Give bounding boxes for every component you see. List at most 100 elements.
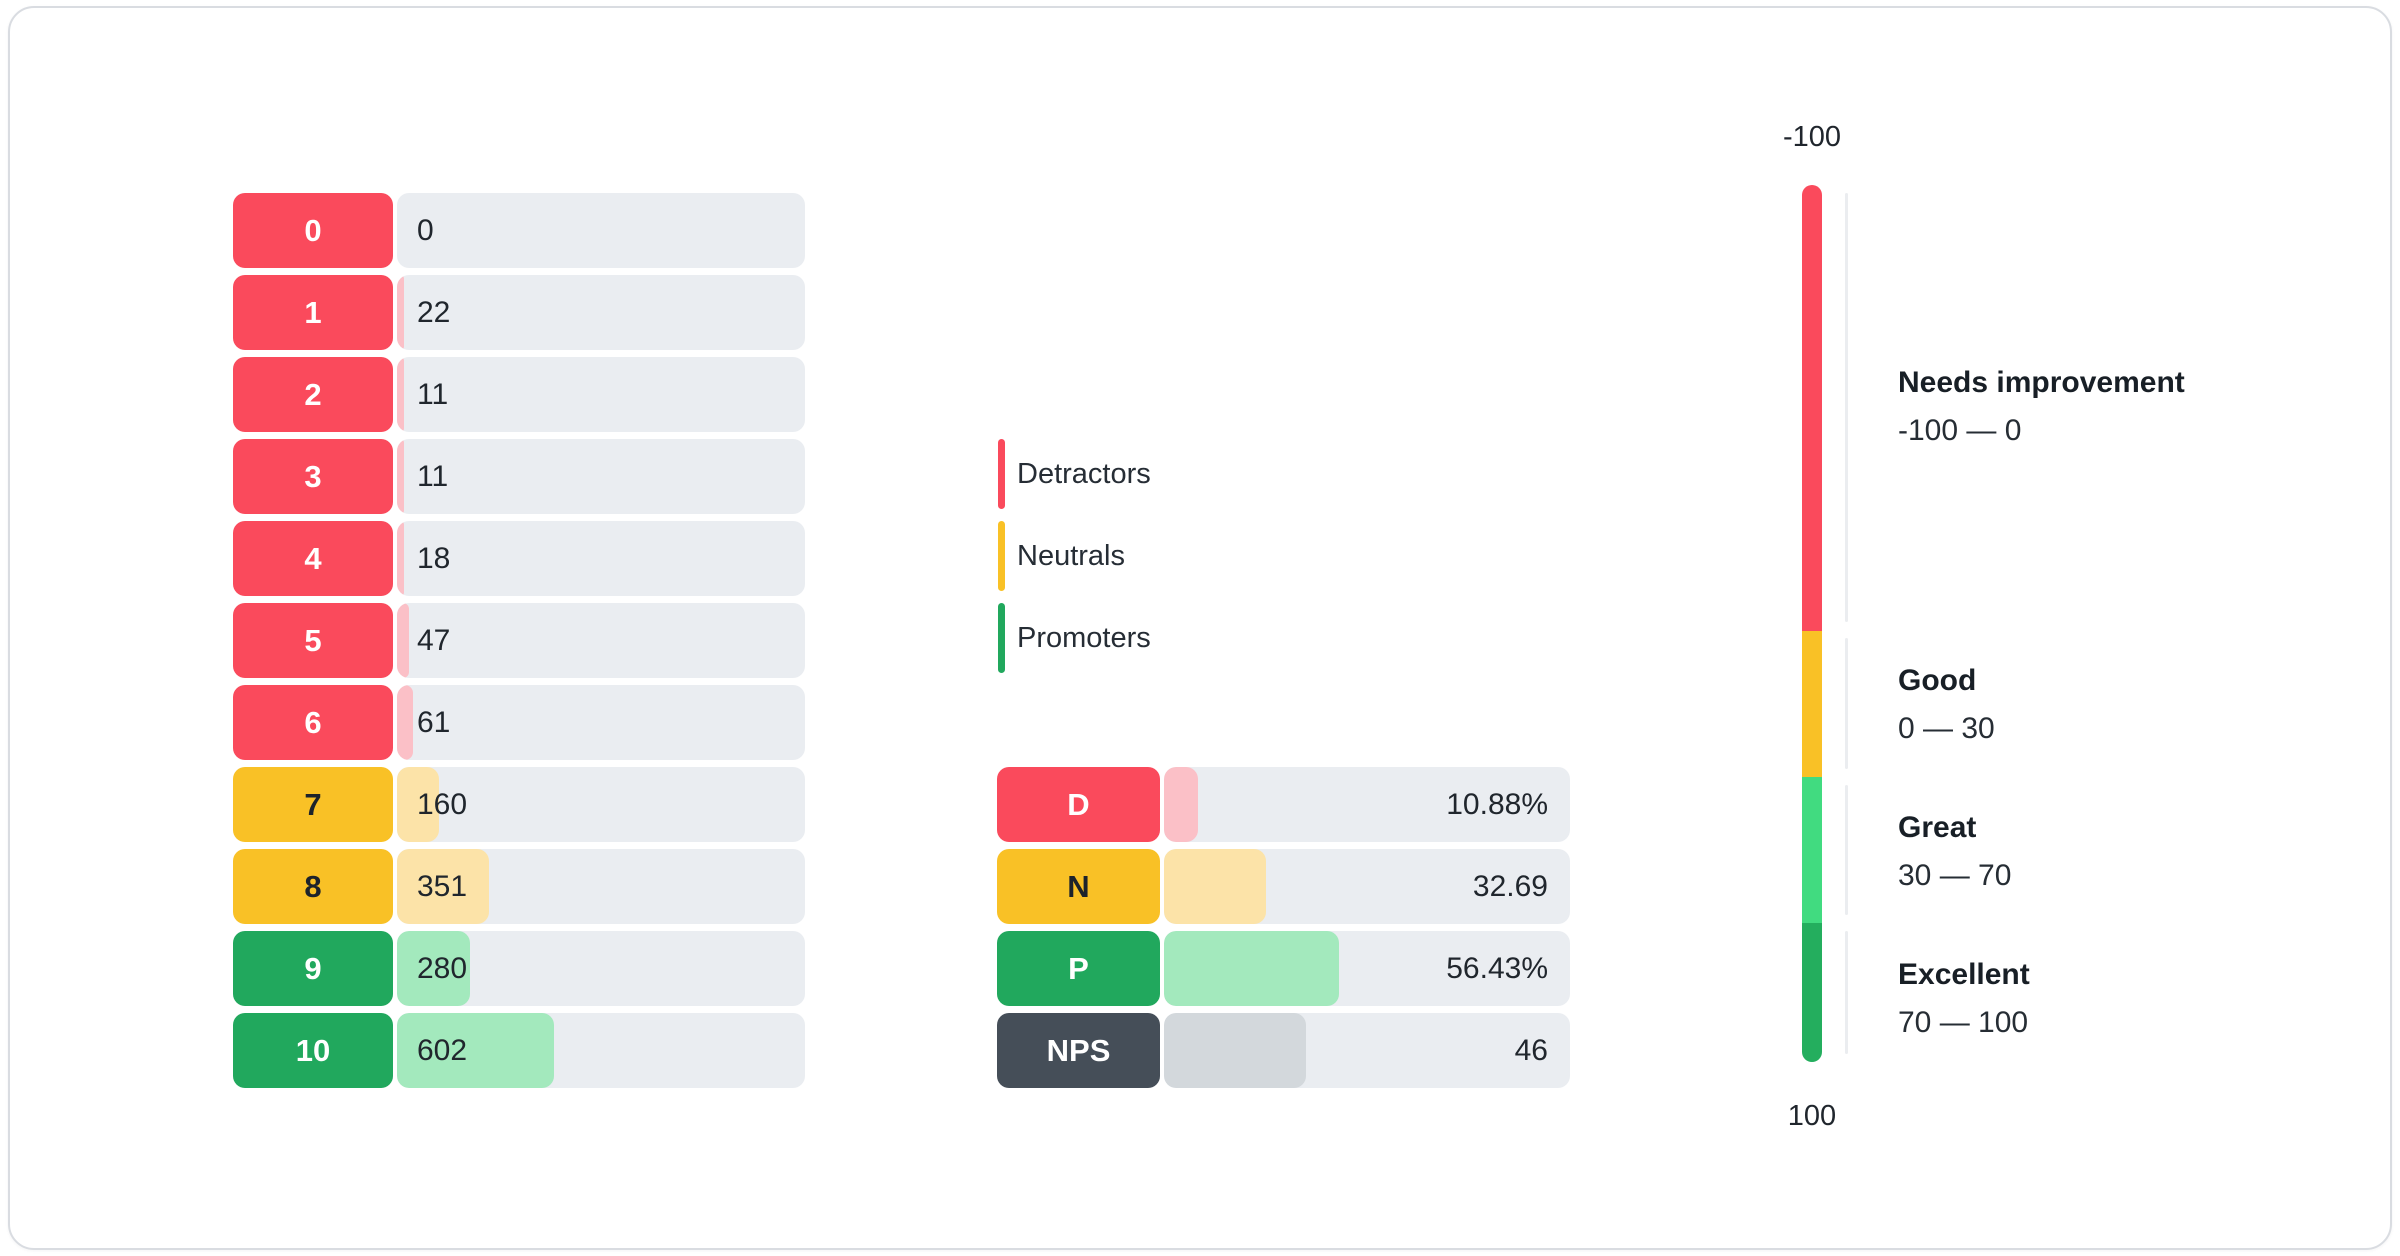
gauge-tick-line xyxy=(1845,193,1848,622)
score-bar-fill xyxy=(397,439,404,514)
score-label-3: 3 xyxy=(233,439,393,514)
score-row-2: 2 11 xyxy=(233,357,805,432)
gauge-band-name: Needs improvement xyxy=(1898,366,2185,399)
gauge-band-good: Good 0 — 30 xyxy=(1898,657,2328,753)
score-bar-fill xyxy=(397,357,404,432)
gauge-segment-good xyxy=(1802,630,1822,777)
gauge-band-name: Excellent xyxy=(1898,958,2030,991)
score-label-5: 5 xyxy=(233,603,393,678)
score-row-9: 9 280 xyxy=(233,931,805,1006)
gauge-band-range: 70 — 100 xyxy=(1898,1006,2029,1039)
score-label-0: 0 xyxy=(233,193,393,268)
score-count-1: 22 xyxy=(417,296,451,329)
legend-label: Neutrals xyxy=(1017,540,1125,572)
score-bar-track: 160 xyxy=(397,767,805,842)
summary-bar-fill xyxy=(1164,849,1266,924)
score-label-8: 8 xyxy=(233,849,393,924)
score-count-3: 11 xyxy=(417,460,449,493)
summary-label-d: D xyxy=(997,767,1160,842)
summary-bar-fill xyxy=(1164,1013,1307,1088)
detractors-swatch-icon xyxy=(998,439,1005,509)
summary-row-promoters: P 56.43% xyxy=(997,931,1570,1006)
score-row-7: 7 160 xyxy=(233,767,805,842)
score-row-1: 1 22 xyxy=(233,275,805,350)
gauge-tick-line xyxy=(1845,638,1848,769)
summary-row-neutrals: N 32.69 xyxy=(997,849,1570,924)
score-bar-fill xyxy=(397,603,410,678)
gauge-band-range: 0 — 30 xyxy=(1898,712,1995,745)
score-bar-fill xyxy=(397,849,489,924)
summary-bar-track: 46 xyxy=(1164,1013,1570,1088)
score-label-1: 1 xyxy=(233,275,393,350)
gauge-band-great: Great 30 — 70 xyxy=(1898,804,2328,900)
score-bar-track: 11 xyxy=(397,357,805,432)
gauge-band-range: 30 — 70 xyxy=(1898,859,2012,892)
summary-row-detractors: D 10.88% xyxy=(997,767,1570,842)
gauge-segment-excellent xyxy=(1802,923,1822,1062)
score-bar-track: 602 xyxy=(397,1013,805,1088)
legend-label: Promoters xyxy=(1017,622,1151,654)
score-bar-fill xyxy=(397,1013,555,1088)
score-bar-fill xyxy=(397,767,439,842)
score-bar-track: 0 xyxy=(397,193,805,268)
score-bar-track: 280 xyxy=(397,931,805,1006)
summary-bar-fill xyxy=(1164,767,1198,842)
gauge-band-range: -100 — 0 xyxy=(1898,414,2022,447)
summary-row-nps: NPS 46 xyxy=(997,1013,1570,1088)
score-count-7: 160 xyxy=(417,788,468,821)
score-count-5: 47 xyxy=(417,624,451,657)
score-row-5: 5 47 xyxy=(233,603,805,678)
score-bar-fill xyxy=(397,275,404,350)
promoters-swatch-icon xyxy=(998,603,1005,673)
summary-bar-track: 56.43% xyxy=(1164,931,1570,1006)
summary-value-nps: 46 xyxy=(1514,1034,1548,1067)
score-count-9: 280 xyxy=(417,952,468,985)
gauge-tick-line xyxy=(1845,931,1848,1054)
score-count-0: 0 xyxy=(417,214,434,247)
score-label-6: 6 xyxy=(233,685,393,760)
summary-bar-track: 32.69 xyxy=(1164,849,1570,924)
legend-label: Detractors xyxy=(1017,458,1151,490)
score-row-3: 3 11 xyxy=(233,439,805,514)
score-count-6: 61 xyxy=(417,706,451,739)
score-bar-track: 61 xyxy=(397,685,805,760)
gauge-min-label: -100 xyxy=(1782,121,1842,153)
gauge-band-name: Good xyxy=(1898,664,1977,697)
score-row-4: 4 18 xyxy=(233,521,805,596)
score-label-4: 4 xyxy=(233,521,393,596)
score-bar-fill xyxy=(397,931,471,1006)
score-bar-track: 351 xyxy=(397,849,805,924)
summary-value-n: 32.69 xyxy=(1472,870,1548,903)
score-bar-track: 22 xyxy=(397,275,805,350)
score-bar-fill xyxy=(397,685,413,760)
score-label-10: 10 xyxy=(233,1013,393,1088)
summary-bar-fill xyxy=(1164,931,1339,1006)
summary-label-n: N xyxy=(997,849,1160,924)
summary-bar-track: 10.88% xyxy=(1164,767,1570,842)
gauge-segment-needs-improvement xyxy=(1802,185,1822,631)
score-count-2: 11 xyxy=(417,378,449,411)
score-count-4: 18 xyxy=(417,542,451,575)
summary-value-d: 10.88% xyxy=(1446,788,1548,821)
score-count-8: 351 xyxy=(417,870,468,903)
summary-label-p: P xyxy=(997,931,1160,1006)
gauge-scale-bar xyxy=(1802,185,1822,1062)
gauge-band-needs-improvement: Needs improvement -100 — 0 xyxy=(1898,359,2328,455)
summary-label-nps: NPS xyxy=(997,1013,1160,1088)
score-label-7: 7 xyxy=(233,767,393,842)
gauge-max-label: 100 xyxy=(1787,1100,1837,1132)
summary-value-p: 56.43% xyxy=(1446,952,1548,985)
score-bar-track: 11 xyxy=(397,439,805,514)
score-label-2: 2 xyxy=(233,357,393,432)
score-row-10: 10 602 xyxy=(233,1013,805,1088)
score-row-8: 8 351 xyxy=(233,849,805,924)
gauge-segment-great xyxy=(1802,776,1822,924)
gauge-band-excellent: Excellent 70 — 100 xyxy=(1898,951,2328,1047)
neutrals-swatch-icon xyxy=(998,521,1005,591)
score-row-0: 0 0 xyxy=(233,193,805,268)
score-bar-fill xyxy=(397,521,404,596)
score-bar-track: 18 xyxy=(397,521,805,596)
score-row-6: 6 61 xyxy=(233,685,805,760)
gauge-tick-line xyxy=(1845,785,1848,915)
score-bar-track: 47 xyxy=(397,603,805,678)
